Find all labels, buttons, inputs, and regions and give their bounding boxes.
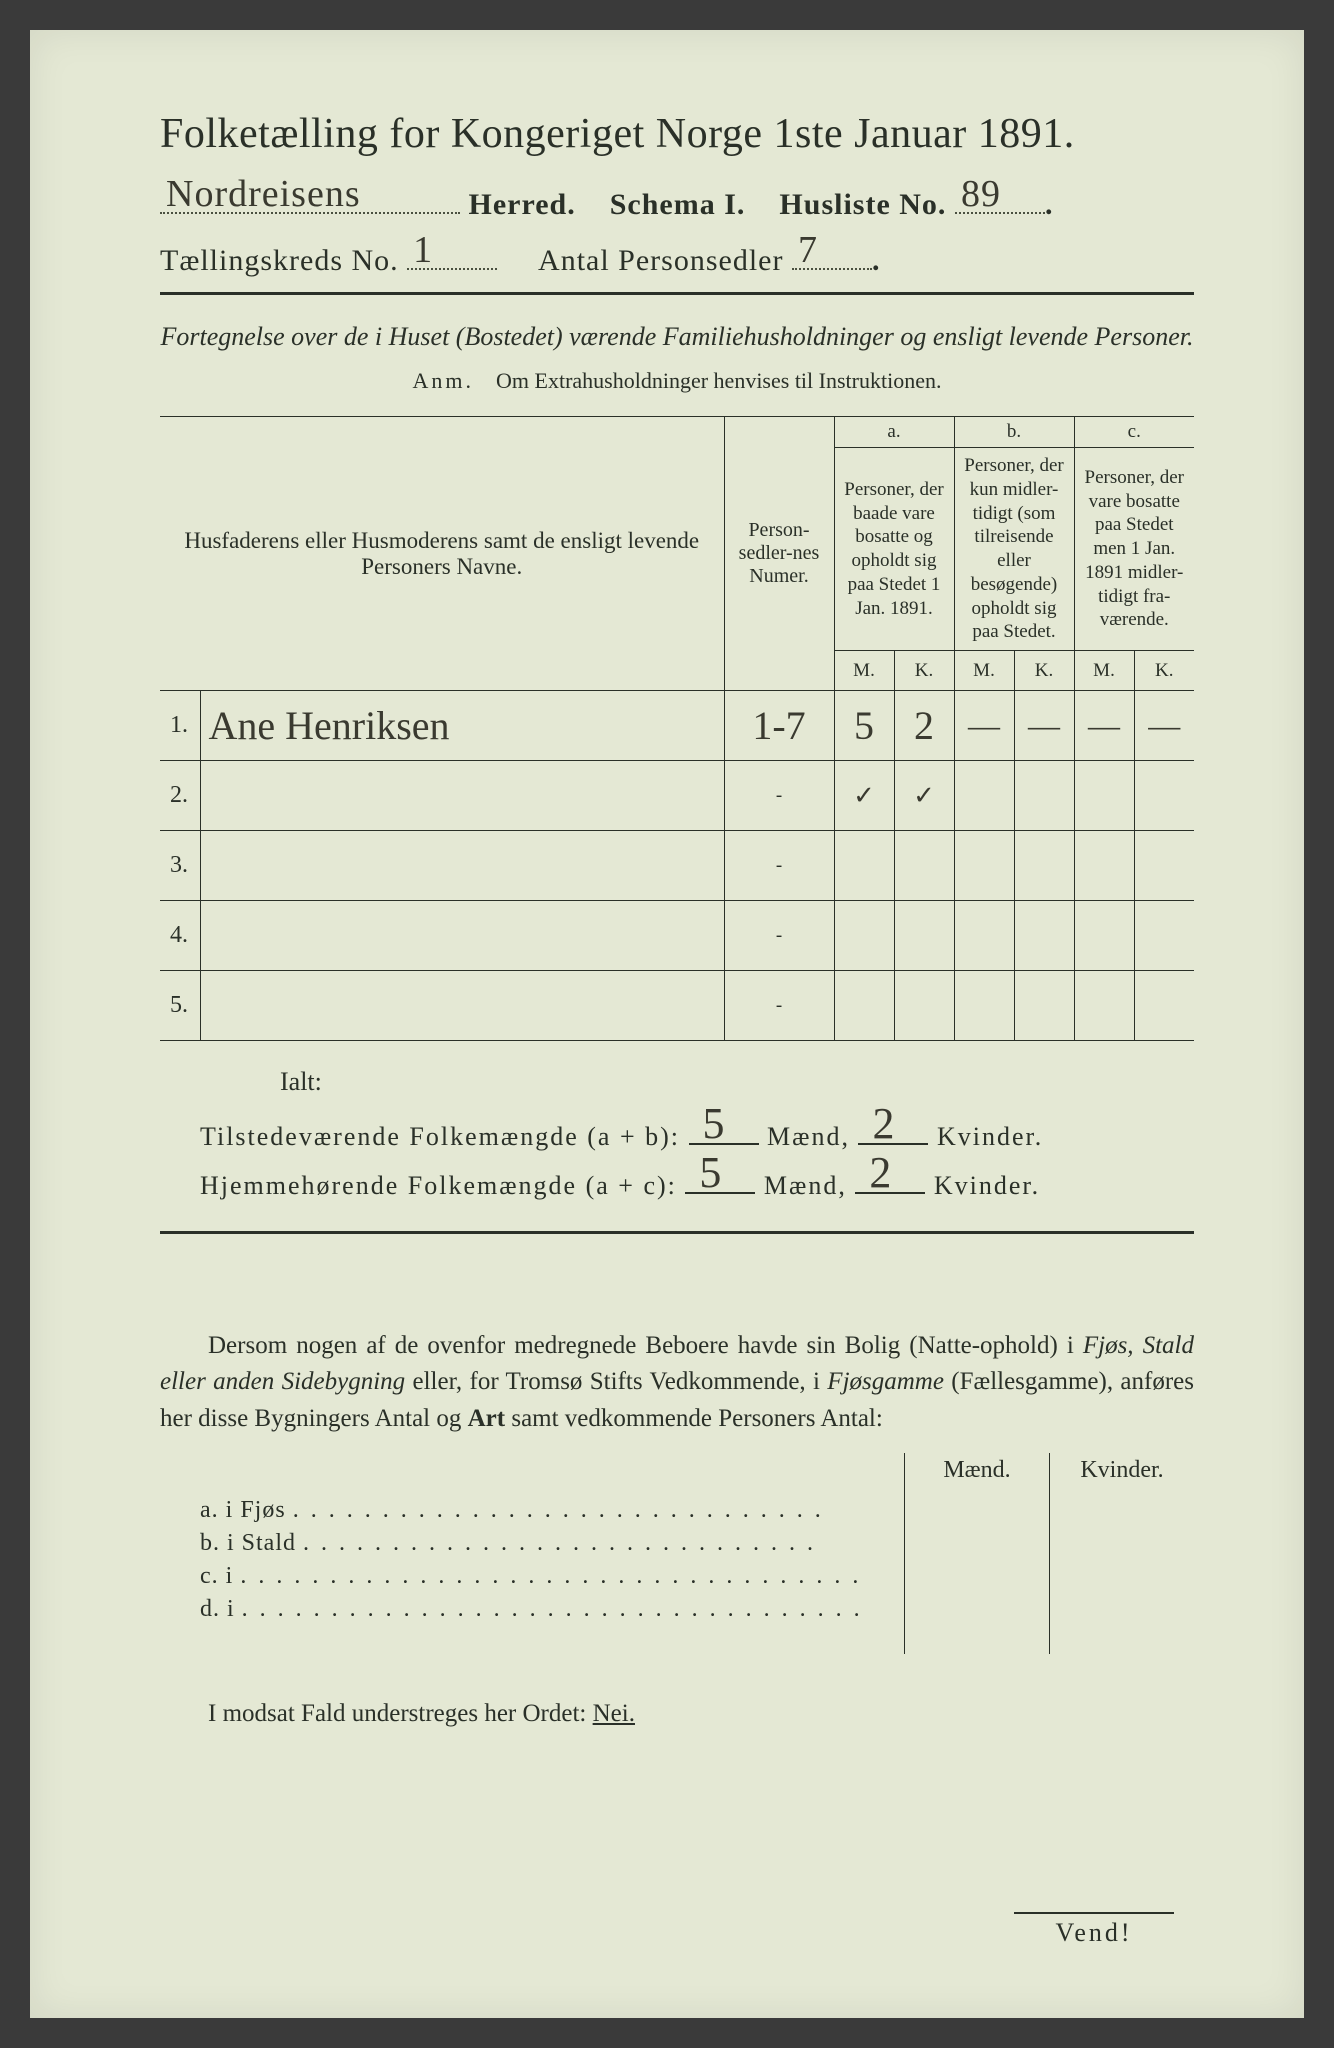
row-numer: 1-7: [724, 691, 834, 761]
kreds-value: 1: [413, 228, 433, 272]
cell-bK: [1014, 761, 1074, 831]
list-item: d. i . . . . . . . . . . . . . . . . . .…: [200, 1596, 904, 1623]
cell-aK: ✓: [894, 761, 954, 831]
col-b-text: Personer, der kun midler-tidigt (som til…: [954, 448, 1074, 651]
kvinder-header: Kvinder.: [1050, 1453, 1194, 1494]
row-numer: -: [724, 971, 834, 1041]
husliste-field: 89: [955, 186, 1045, 214]
cell-aK: 2: [894, 691, 954, 761]
list-item: a. i Fjøs . . . . . . . . . . . . . . . …: [200, 1497, 904, 1524]
col-c-text: Personer, der vare bosatte paa Stedet me…: [1074, 448, 1194, 651]
page-title: Folketælling for Kongeriget Norge 1ste J…: [160, 110, 1194, 158]
anm-text: Om Extrahusholdninger henvises til Instr…: [496, 368, 941, 393]
row-numer: -: [724, 761, 834, 831]
table-row: 2. - ✓ ✓: [160, 761, 1194, 831]
list-item: c. i . . . . . . . . . . . . . . . . . .…: [200, 1563, 904, 1590]
nei-line: I modsat Fald understreges her Ordet: Ne…: [160, 1700, 1194, 1728]
total-line-2: Hjemmehørende Folkemængde (a + c): 5 Mæn…: [200, 1164, 1194, 1201]
header-line-3: Tællingskreds No. 1 Antal Personsedler 7…: [160, 242, 1194, 278]
mk-columns: Mænd. Kvinder.: [904, 1453, 1194, 1654]
col-b-label: b.: [954, 417, 1074, 448]
kreds-label: Tællingskreds No.: [160, 244, 399, 277]
table-header-row-1: Husfaderens eller Husmoderens samt de en…: [160, 417, 1194, 448]
row-num: 1.: [160, 691, 200, 761]
antal-label: Antal Personsedler: [538, 244, 783, 277]
side-building-block: a. i Fjøs . . . . . . . . . . . . . . . …: [160, 1453, 1194, 1654]
b-K: K.: [1014, 651, 1074, 691]
cell-bK: —: [1014, 691, 1074, 761]
kreds-field: 1: [407, 242, 497, 270]
cell-aM: 5: [834, 691, 894, 761]
col-names-header: Husfaderens eller Husmoderens samt de en…: [160, 417, 724, 691]
cell-cM: —: [1074, 691, 1134, 761]
table-row: 1. Ane Henriksen 1-7 5 2 — — — —: [160, 691, 1194, 761]
table-row: 3. -: [160, 831, 1194, 901]
total-line-1: Tilstedeværende Folkemængde (a + b): 5 M…: [200, 1115, 1194, 1152]
cell-bM: [954, 761, 1014, 831]
maend-header: Mænd.: [905, 1453, 1050, 1494]
a-K: K.: [894, 651, 954, 691]
total2-K-field: 2: [855, 1164, 925, 1194]
list-item: b. i Stald . . . . . . . . . . . . . . .…: [200, 1530, 904, 1557]
antal-field: 7: [792, 242, 872, 270]
antal-value: 7: [798, 228, 818, 272]
row-num: 2.: [160, 761, 200, 831]
subtitle: Fortegnelse over de i Huset (Bostedet) v…: [160, 319, 1194, 354]
col-c-label: c.: [1074, 417, 1194, 448]
anm-note: Anm. Om Extrahusholdninger henvises til …: [160, 368, 1194, 394]
cell-aM: ✓: [834, 761, 894, 831]
table-row: 5. -: [160, 971, 1194, 1041]
divider-2: [160, 1231, 1194, 1234]
total2-M-field: 5: [685, 1164, 755, 1194]
side-building-paragraph: Dersom nogen af de ovenfor medregnede Be…: [160, 1328, 1194, 1437]
row-num: 3.: [160, 831, 200, 901]
col-a-label: a.: [834, 417, 954, 448]
row-name: [200, 901, 724, 971]
divider: [160, 292, 1194, 295]
table-row: 4. -: [160, 901, 1194, 971]
row-numer: -: [724, 901, 834, 971]
total1-K-field: 2: [858, 1115, 928, 1145]
vend-footer: Vend!: [1014, 1912, 1174, 1948]
cell-cK: [1134, 761, 1194, 831]
cell-bM: —: [954, 691, 1014, 761]
cell-cM: [1074, 761, 1134, 831]
herred-label: Herred.: [469, 188, 576, 221]
c-M: M.: [1074, 651, 1134, 691]
cell-cK: —: [1134, 691, 1194, 761]
row-num: 5.: [160, 971, 200, 1041]
a-M: M.: [834, 651, 894, 691]
row-name: [200, 761, 724, 831]
row-name: [200, 971, 724, 1041]
husliste-label: Husliste No.: [779, 188, 946, 221]
header-line-2: Nordreisens Herred. Schema I. Husliste N…: [160, 186, 1194, 222]
husliste-value: 89: [961, 172, 1001, 216]
col-numer-header: Person-sedler-nes Numer.: [724, 417, 834, 691]
col-a-text: Personer, der baade vare bosatte og opho…: [834, 448, 954, 651]
side-building-list: a. i Fjøs . . . . . . . . . . . . . . . …: [160, 1453, 904, 1654]
row-name: [200, 831, 724, 901]
row-name: Ane Henriksen: [200, 691, 724, 761]
row-numer: -: [724, 831, 834, 901]
c-K: K.: [1134, 651, 1194, 691]
b-M: M.: [954, 651, 1014, 691]
schema-label: Schema I.: [610, 188, 746, 221]
census-table: Husfaderens eller Husmoderens samt de en…: [160, 416, 1194, 1041]
row-num: 4.: [160, 901, 200, 971]
herred-value: Nordreisens: [166, 172, 361, 216]
anm-prefix: Anm.: [413, 368, 475, 393]
ialt-label: Ialt:: [280, 1067, 1194, 1097]
herred-field: Nordreisens: [160, 186, 460, 214]
census-form-page: Folketælling for Kongeriget Norge 1ste J…: [30, 30, 1304, 2018]
total1-M-field: 5: [689, 1115, 759, 1145]
